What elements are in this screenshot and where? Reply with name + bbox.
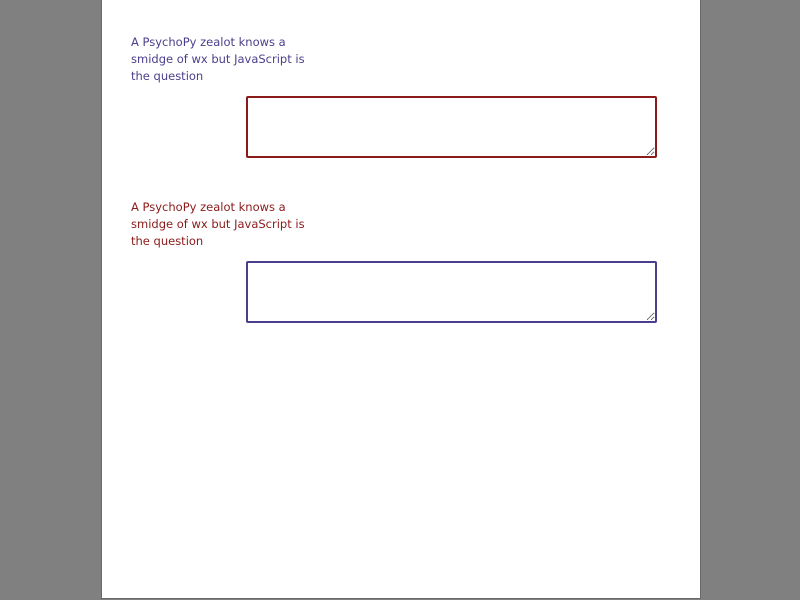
question-1-prompt: A PsychoPy zealot knows a smidge of wx b…: [131, 35, 305, 83]
question-1-response-box[interactable]: [246, 96, 657, 158]
question-2-response-box[interactable]: [246, 261, 657, 323]
question-2-prompt: A PsychoPy zealot knows a smidge of wx b…: [131, 200, 305, 248]
form-page: A PsychoPy zealot knows a smidge of wx b…: [101, 0, 701, 599]
